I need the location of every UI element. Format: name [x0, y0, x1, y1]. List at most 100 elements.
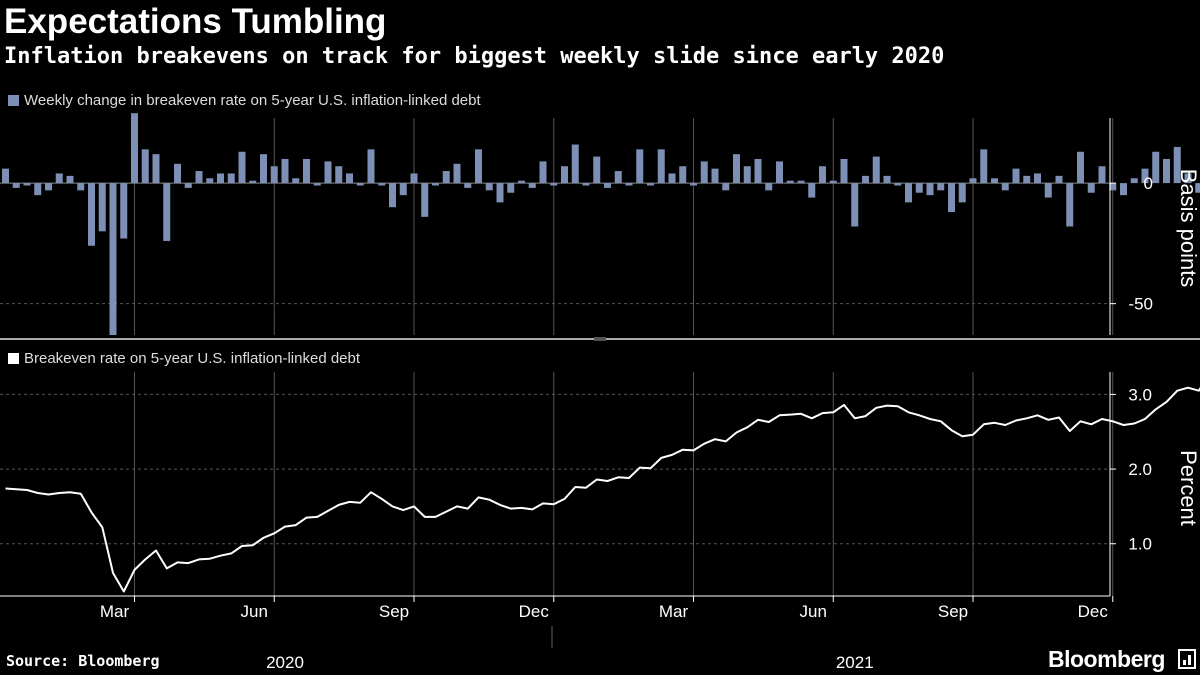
bar-28	[303, 158, 310, 184]
bar-32	[346, 173, 353, 184]
bar-109	[1173, 146, 1181, 184]
bar-70	[754, 158, 762, 184]
bar-63	[679, 166, 687, 184]
bar-45	[485, 183, 493, 191]
bloomberg-logo: Bloomberg	[1048, 646, 1165, 672]
bar-legend-label: Weekly change in breakeven rate on 5-yea…	[24, 92, 481, 109]
bar-75	[808, 183, 816, 198]
bar-10	[109, 183, 117, 335]
bar-53	[571, 144, 579, 184]
bar-103	[1109, 183, 1117, 191]
bar-11	[120, 183, 128, 239]
bar-98	[1055, 175, 1063, 184]
bar-104	[1120, 183, 1127, 196]
bar-62	[668, 173, 676, 184]
bar-43	[464, 183, 472, 188]
x-tick-label-7: Dec	[1078, 602, 1109, 621]
bar-87	[937, 183, 945, 191]
bar-35	[378, 183, 386, 186]
bar-54	[582, 183, 590, 186]
bar-27	[292, 178, 300, 184]
line-ytick-label-0: 1.0	[1128, 535, 1152, 554]
bar-100	[1077, 151, 1084, 184]
bar-107	[1152, 151, 1160, 184]
bar-55	[593, 156, 601, 184]
bar-90	[969, 178, 977, 184]
bar-93	[1001, 183, 1009, 191]
bar-46	[496, 183, 504, 203]
bar-47	[507, 183, 515, 193]
bar-21	[227, 173, 235, 184]
chart-title: Expectations Tumbling	[4, 2, 387, 41]
bar-16	[174, 163, 181, 184]
bar-31	[335, 166, 343, 184]
bar-series	[2, 113, 1200, 335]
bar-52	[561, 166, 568, 184]
bar-60	[647, 183, 654, 186]
bar-2	[23, 183, 31, 186]
bar-50	[539, 161, 547, 184]
bar-88	[948, 183, 955, 213]
year-label-1: 2021	[836, 653, 874, 672]
bar-64	[690, 183, 697, 186]
bar-66	[711, 168, 719, 184]
bar-111	[1195, 183, 1200, 193]
bar-71	[765, 183, 773, 191]
bar-65	[700, 161, 708, 184]
bar-61	[657, 149, 665, 184]
bar-36	[389, 183, 396, 208]
bar-58	[625, 183, 633, 186]
bar-68	[733, 154, 740, 184]
bar-25	[270, 166, 278, 184]
breakeven-line	[5, 386, 1200, 593]
axes: 0 -50 1.0 2.0 3.0 Mar Jun Sep Dec Mar Jun Sep Dec 202…	[0, 118, 1153, 672]
bar-76	[819, 166, 826, 184]
bar-22	[238, 151, 246, 184]
bar-102	[1098, 166, 1106, 184]
bar-96	[1034, 173, 1041, 184]
bar-84	[905, 183, 912, 203]
bar-24	[260, 154, 267, 184]
bar-89	[958, 183, 966, 203]
bar-94	[1012, 168, 1020, 184]
bar-5	[55, 173, 63, 184]
bar-40	[432, 183, 439, 186]
bar-20	[217, 173, 224, 184]
bar-38	[410, 173, 418, 184]
bar-101	[1087, 183, 1095, 193]
x-tick-label-6: Sep	[938, 602, 968, 621]
bar-29	[313, 183, 321, 186]
bar-72	[776, 161, 783, 184]
bar-97	[1044, 183, 1052, 198]
bar-6	[66, 175, 74, 184]
bar-83	[894, 183, 902, 186]
line-legend: Breakeven rate on 5-year U.S. inflation-…	[8, 350, 360, 367]
bar-7	[77, 183, 85, 191]
line-ytick-label-1: 2.0	[1128, 460, 1152, 479]
bar-67	[722, 183, 730, 191]
bar-15	[163, 183, 171, 241]
bar-legend-swatch	[8, 95, 19, 106]
bar-74	[797, 180, 805, 184]
bar-79	[851, 183, 859, 227]
year-label-0: 2020	[266, 653, 304, 672]
source-note: Source: Bloomberg	[6, 652, 160, 670]
bar-59	[636, 149, 644, 184]
bar-108	[1163, 158, 1170, 184]
bar-110	[1184, 173, 1192, 184]
bar-8	[88, 183, 95, 246]
bloomberg-chart-icon	[1178, 649, 1196, 669]
bar-92	[991, 178, 998, 184]
x-tick-label-2: Sep	[379, 602, 409, 621]
bar-73	[786, 180, 794, 184]
bar-82	[883, 175, 891, 184]
bar-12	[131, 113, 138, 184]
bar-39	[421, 183, 429, 217]
bar-30	[324, 161, 332, 184]
bar-1	[12, 183, 20, 188]
bar-41	[442, 171, 450, 184]
bar-4	[45, 183, 52, 191]
bar-34	[367, 149, 375, 184]
line-series	[5, 386, 1200, 593]
bar-86	[926, 183, 934, 196]
